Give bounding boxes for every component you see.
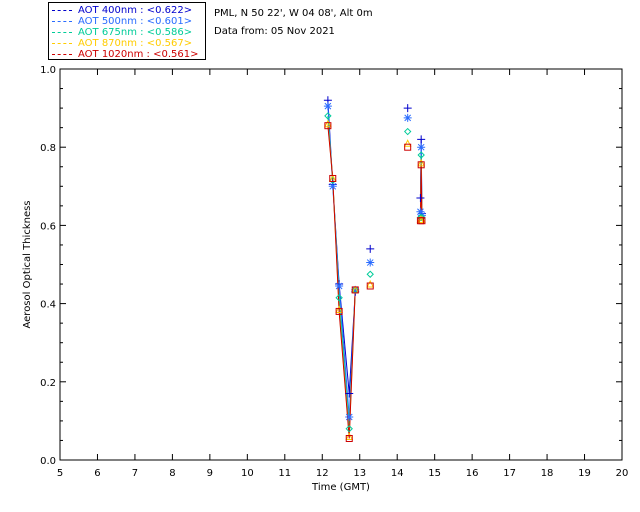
x-tick-label: 6 [94,468,100,479]
x-tick-label: 18 [541,468,554,479]
x-tick-label: 17 [503,468,516,479]
data-point-870 [403,139,412,147]
x-tick-label: 13 [353,468,366,479]
data-point-500 [403,113,412,122]
x-tick-label: 8 [169,468,175,479]
data-point-870 [335,305,343,313]
data-point-500 [345,412,354,421]
legend-swatch [52,42,72,44]
legend-item: AOT 870nm : <0.567> [52,38,192,49]
x-tick-label: 15 [428,468,441,479]
legend-swatch [52,9,72,11]
x-tick-label: 19 [578,468,591,479]
data-point-500 [417,143,426,152]
x-tick-label: 7 [132,468,138,479]
legend-swatch [52,53,72,55]
data-point-500 [416,207,425,216]
data-point-1020 [404,143,412,151]
legend-label: AOT 870nm : <0.567> [78,38,193,49]
y-tick-label: 0.2 [40,378,56,389]
series-line [327,100,356,394]
data-point-1020 [418,217,426,225]
data-point-1020 [329,174,337,182]
data-point-500 [366,258,375,267]
data-point-1020 [345,434,353,442]
data-point-675 [345,425,353,433]
x-axis-label: Time (GMT) [311,482,370,493]
data-point-675 [366,270,374,278]
legend-label: AOT 400nm : <0.622> [78,5,193,16]
legend-label: AOT 500nm : <0.601> [78,16,193,27]
legend: AOT 400nm : <0.622> AOT 500nm : <0.601> AO… [48,2,206,60]
date-text: Data from: 05 Nov 2021 [214,26,335,37]
legend-label: AOT 1020nm : <0.561> [78,49,199,60]
data-point-1020 [351,286,359,294]
series-line [419,164,423,221]
data-point-400 [403,104,412,113]
x-tick-label: 16 [466,468,479,479]
data-point-675 [324,112,332,120]
data-point-500 [323,102,332,111]
data-point-400 [345,389,354,398]
y-tick-label: 0.6 [40,221,56,232]
data-point-400 [366,244,375,253]
x-tick-label: 14 [391,468,404,479]
data-point-400 [417,135,426,144]
legend-item: AOT 1020nm : <0.561> [52,49,198,60]
y-tick-label: 1.0 [40,65,56,76]
series-line [327,106,356,418]
legend-item: AOT 400nm : <0.622> [52,5,192,16]
legend-swatch [52,31,72,33]
y-axis-label: Aerosol Optical Thickness [22,200,33,328]
y-tick-label: 0.8 [40,143,56,154]
data-point-1020 [335,307,343,315]
data-point-675 [335,294,343,302]
data-point-675 [403,127,412,136]
data-point-500 [328,182,337,191]
data-point-870 [345,432,354,441]
x-tick-label: 11 [278,468,291,479]
data-point-1020 [366,282,374,290]
data-point-870 [417,158,425,167]
data-point-675 [417,151,425,159]
legend-swatch [52,20,72,22]
data-point-870 [324,119,332,128]
plot-frame [59,68,623,461]
legend-item: AOT 500nm : <0.601> [52,16,192,27]
y-tick-label: 0.0 [40,456,56,467]
x-tick-label: 20 [616,468,629,479]
data-point-1020 [324,122,332,130]
legend-item: AOT 675nm : <0.586> [52,27,192,38]
data-point-400 [416,194,425,203]
x-tick-label: 9 [207,468,213,479]
legend-label: AOT 675nm : <0.586> [78,27,193,38]
y-tick-label: 0.4 [40,300,56,311]
data-point-870 [366,279,375,288]
series-line [327,125,356,439]
x-tick-label: 5 [57,468,63,479]
data-point-500 [351,285,360,294]
location-text: PML, N 50 22', W 04 08', Alt 0m [214,8,373,19]
data-point-500 [335,282,344,291]
x-tick-label: 10 [241,468,254,479]
x-tick-label: 12 [316,468,329,479]
data-point-1020 [417,161,425,169]
